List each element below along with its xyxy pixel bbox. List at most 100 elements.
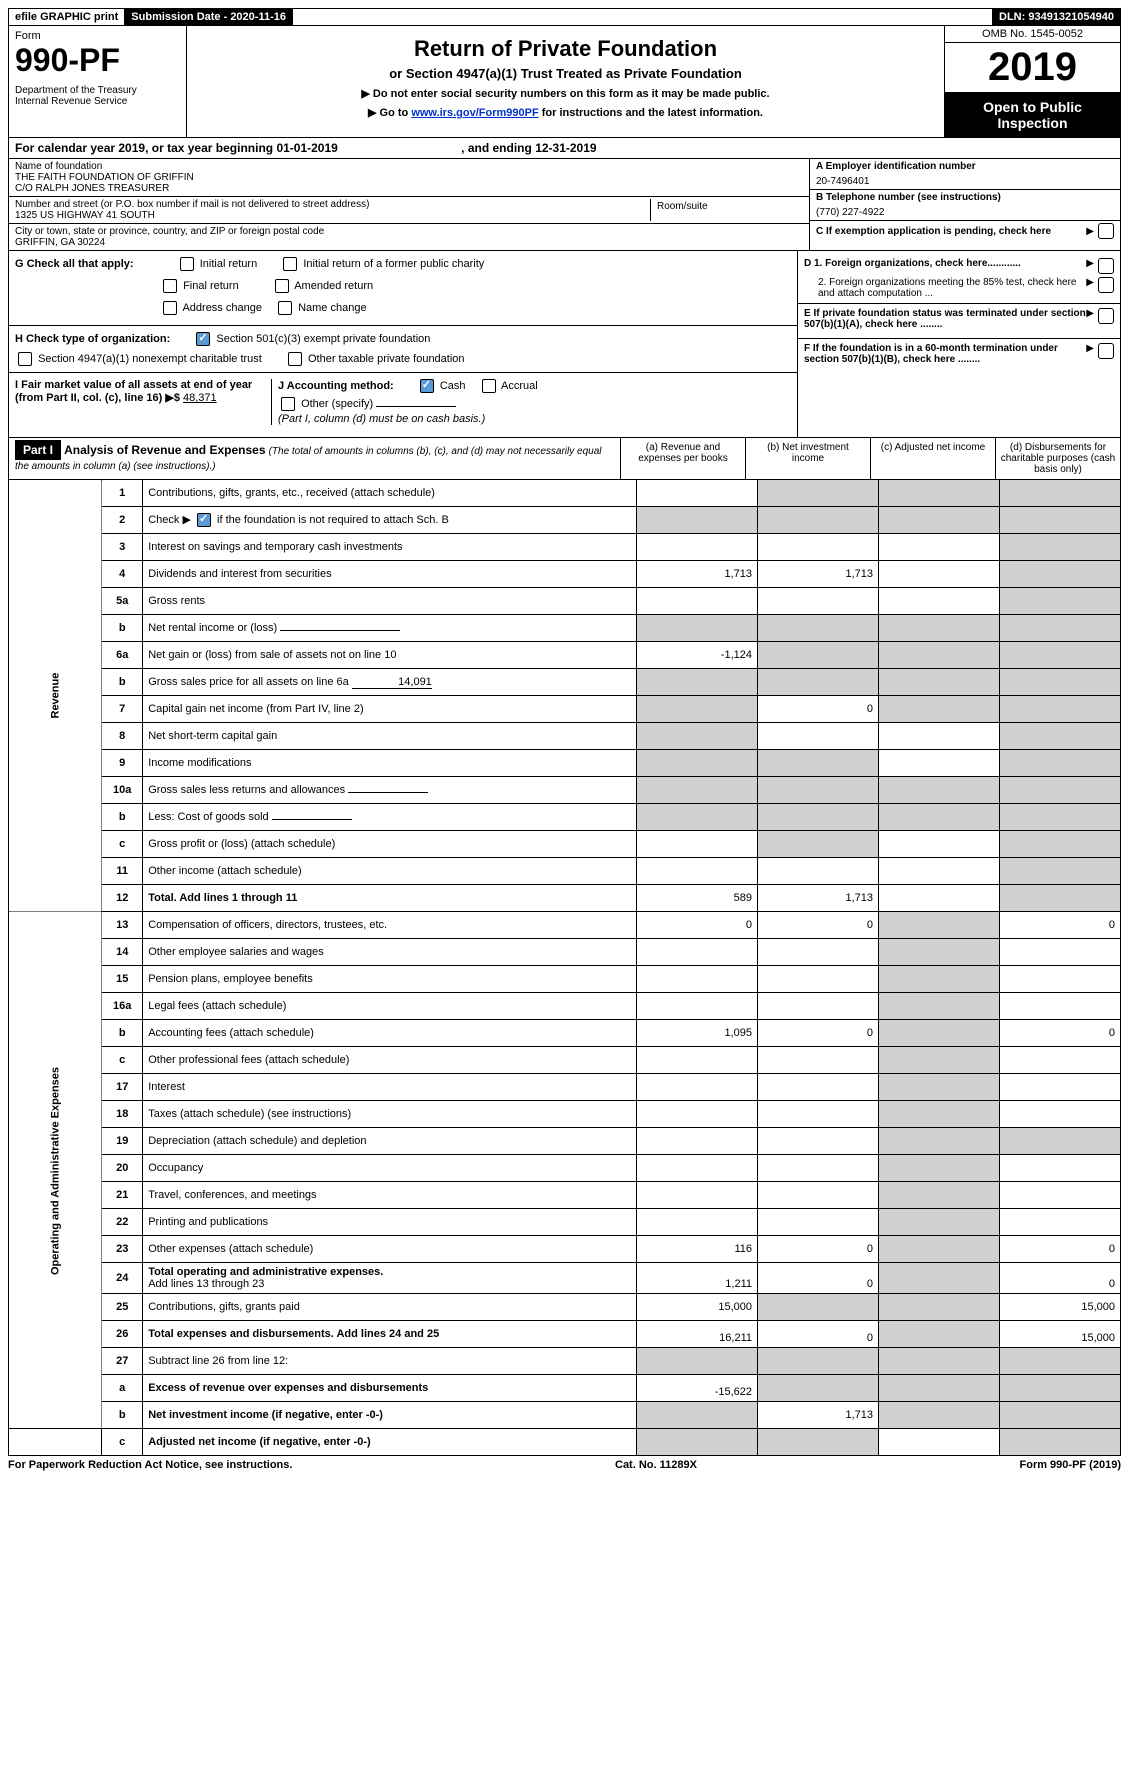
l24b: 0 [758,1263,879,1294]
addr-change-checkbox[interactable] [163,301,177,315]
d2-checkbox[interactable] [1098,277,1114,293]
ln: 4 [102,561,143,588]
501c3-label: Section 501(c)(3) exempt private foundat… [216,333,430,345]
initial-former-checkbox[interactable] [283,257,297,271]
l21-desc: Travel, conferences, and meetings [143,1182,637,1209]
ln: 2 [102,507,143,534]
efile-label: efile GRAPHIC print [9,9,125,25]
phone-row: B Telephone number (see instructions) (7… [810,190,1120,221]
ln: c [102,1047,143,1074]
l1-desc: Contributions, gifts, grants, etc., rece… [143,480,637,507]
header-left: Form 990-PF Department of the Treasury I… [9,26,187,137]
d1-checkbox[interactable] [1098,258,1114,274]
j-section: J Accounting method: Cash Accrual Other … [272,379,791,425]
l6a-desc: Net gain or (loss) from sale of assets n… [143,642,637,669]
ln: 8 [102,723,143,750]
city-row: City or town, state or province, country… [9,224,809,250]
l23d: 0 [1000,1236,1121,1263]
c-checkbox[interactable] [1098,223,1114,239]
final-checkbox[interactable] [163,279,177,293]
address: 1325 US HIGHWAY 41 SOUTH [15,210,650,221]
ln: 23 [102,1236,143,1263]
id-block: Name of foundation THE FAITH FOUNDATION … [8,159,1121,251]
l4b: 1,713 [758,561,879,588]
l9-desc: Income modifications [143,750,637,777]
ein: 20-7496401 [816,176,1114,187]
e-checkbox[interactable] [1098,308,1114,324]
dln: DLN: 93491321054940 [992,9,1120,25]
initial-checkbox[interactable] [180,257,194,271]
check-block: G Check all that apply: Initial return I… [8,251,1121,438]
g-row-2: Final return Amended return [160,279,791,293]
l8-desc: Net short-term capital gain [143,723,637,750]
ln: c [102,831,143,858]
city: GRIFFIN, GA 30224 [15,237,803,248]
j-label: J Accounting method: [278,380,394,392]
e-item: E If private foundation status was termi… [798,303,1120,334]
l27c-desc: Adjusted net income (if negative, enter … [143,1429,637,1456]
arrow-icon: ▶ [1086,308,1094,330]
l19-desc: Depreciation (attach schedule) and deple… [143,1128,637,1155]
schb-checkbox[interactable] [197,513,211,527]
part1-label: Part I [15,440,61,460]
other-method-checkbox[interactable] [281,397,295,411]
l12b: 1,713 [758,885,879,912]
form-header: Form 990-PF Department of the Treasury I… [8,26,1121,138]
d1-item: D 1. Foreign organizations, check here..… [804,258,1114,274]
header-right: OMB No. 1545-0052 2019 Open to Public In… [944,26,1120,137]
l18-desc: Taxes (attach schedule) (see instruction… [143,1101,637,1128]
addr-cell: Number and street (or P.O. box number if… [15,199,650,221]
ij-row: I Fair market value of all assets at end… [9,372,797,431]
g-label: G Check all that apply: [15,258,134,270]
open-public: Open to Public Inspection [945,93,1120,137]
l6aa: -1,124 [637,642,758,669]
l4a: 1,713 [637,561,758,588]
ln: 3 [102,534,143,561]
l12a: 589 [637,885,758,912]
irs-link[interactable]: www.irs.gov/Form990PF [411,107,538,119]
cash-checkbox[interactable] [420,379,434,393]
arrow-icon: ▶ [1086,277,1094,299]
l16a-desc: Legal fees (attach schedule) [143,993,637,1020]
f-item: F If the foundation is in a 60-month ter… [798,338,1120,369]
l17-desc: Interest [143,1074,637,1101]
l24-desc: Total operating and administrative expen… [143,1263,637,1294]
addr-row: Number and street (or P.O. box number if… [9,197,809,224]
col-d-header: (d) Disbursements for charitable purpose… [995,438,1120,479]
note-2: ▶ Go to www.irs.gov/Form990PF for instru… [193,106,938,119]
addr-change-label: Address change [182,302,262,314]
id-left: Name of foundation THE FAITH FOUNDATION … [9,159,809,250]
name-change-label: Name change [298,302,367,314]
other-tax-checkbox[interactable] [288,352,302,366]
col-b-header: (b) Net investment income [745,438,870,479]
l10b-text: Less: Cost of goods sold [148,811,268,823]
form-subtitle: or Section 4947(a)(1) Trust Treated as P… [193,66,938,81]
omb: OMB No. 1545-0052 [945,26,1120,43]
name-change-checkbox[interactable] [278,301,292,315]
l13b: 0 [758,912,879,939]
footer: For Paperwork Reduction Act Notice, see … [8,1456,1121,1474]
l25a: 15,000 [637,1294,758,1321]
accrual-label: Accrual [501,380,538,392]
amended-checkbox[interactable] [275,279,289,293]
i-section: I Fair market value of all assets at end… [15,379,272,425]
submission-date: Submission Date - 2020-11-16 [125,9,293,25]
l20-desc: Occupancy [143,1155,637,1182]
footer-left: For Paperwork Reduction Act Notice, see … [8,1459,292,1471]
4947-checkbox[interactable] [18,352,32,366]
tax-year: 2019 [945,43,1120,93]
l10a-desc: Gross sales less returns and allowances [143,777,637,804]
other-tax-label: Other taxable private foundation [308,353,465,365]
room-label: Room/suite [657,201,797,212]
arrow-icon: ▶ [1086,226,1094,237]
ln: 5a [102,588,143,615]
arrow-icon: ▶ [1086,258,1094,274]
f-checkbox[interactable] [1098,343,1114,359]
ln: a [102,1375,143,1402]
form-number: 990-PF [15,42,180,79]
l24-bold: Total operating and administrative expen… [148,1266,383,1278]
l6b-text: Gross sales price for all assets on line… [148,676,349,688]
501c3-checkbox[interactable] [196,332,210,346]
l12-desc: Total. Add lines 1 through 11 [143,885,637,912]
accrual-checkbox[interactable] [482,379,496,393]
